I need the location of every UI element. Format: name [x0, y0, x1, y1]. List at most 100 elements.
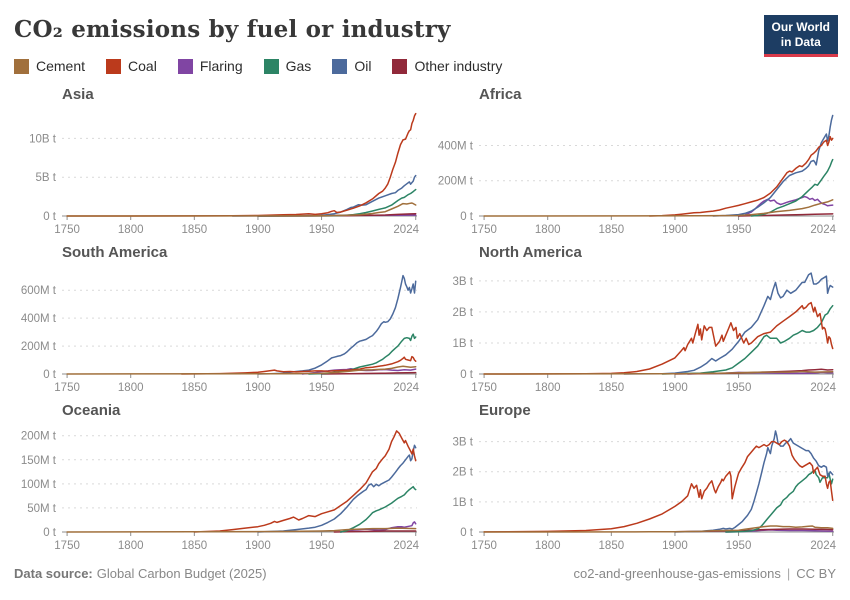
legend-label: Flaring	[199, 58, 243, 74]
legend-item-oil[interactable]: Oil	[332, 58, 371, 74]
x-tick-label: 1750	[54, 224, 80, 236]
legend-item-coal[interactable]: Coal	[106, 58, 157, 74]
x-tick-label: 2024	[810, 540, 836, 552]
chart-plot-south-america: 0 t 200M t 400M t 600M t 1750 1800 1850 1900 195…	[21, 274, 419, 394]
legend-swatch-flaring	[177, 58, 193, 74]
series-line-coal	[648, 135, 834, 217]
series-line-coal	[66, 112, 417, 217]
legend-item-cement[interactable]: Cement	[14, 58, 85, 74]
chart-region-title: North America	[479, 244, 582, 261]
x-tick-label: 1750	[471, 540, 497, 552]
chart-region-title: Europe	[479, 402, 531, 419]
y-tick-label: 150M t	[21, 455, 57, 467]
x-tick-label: 1900	[662, 382, 688, 394]
series-line-coal	[193, 430, 417, 533]
series-line-cement	[483, 525, 834, 533]
x-tick-label: 1800	[118, 540, 144, 552]
x-tick-label: 1800	[535, 382, 561, 394]
series-line-cement	[483, 199, 834, 217]
chart-region-title: South America	[62, 244, 168, 261]
x-tick-label: 1900	[245, 382, 271, 394]
x-tick-label: 2024	[393, 540, 419, 552]
logo-line-2: in Data	[780, 35, 821, 49]
series-line-oil	[623, 272, 834, 375]
x-tick-label: 1850	[182, 382, 208, 394]
series-line-oil	[257, 444, 417, 533]
legend-label: Gas	[285, 58, 312, 74]
footer: Data source: Global Carbon Budget (2025) …	[14, 566, 836, 581]
y-tick-label: 0 t	[43, 369, 57, 381]
x-tick-label: 1950	[726, 540, 752, 552]
y-tick-label: 2B t	[453, 467, 474, 479]
legend-swatch-gas	[263, 58, 279, 74]
series-line-oil	[712, 114, 834, 217]
charts-grid: Asia 0 t 5B t 10B t 1750 1800 1850 1900 1950 2024…	[14, 86, 836, 556]
y-tick-label: 0 t	[43, 527, 57, 539]
series-line-other-industry	[320, 371, 417, 375]
series-line-coal	[483, 439, 834, 533]
chart-region-title: Oceania	[62, 402, 121, 419]
chart-region-title: Africa	[479, 86, 522, 103]
chart-plot-north-america: 0 t 1B t 2B t 3B t 1750 1800 1850 1900 1950 2024	[453, 272, 836, 394]
chart-north-america: North America 0 t 1B t 2B t 3B t 1750 1800 1850…	[431, 244, 836, 398]
x-tick-label: 1850	[599, 224, 625, 236]
data-source-label: Data source:	[14, 566, 93, 581]
x-tick-label: 1950	[309, 382, 335, 394]
x-tick-label: 1850	[599, 382, 625, 394]
x-tick-label: 1900	[662, 540, 688, 552]
x-tick-label: 1850	[182, 540, 208, 552]
y-tick-label: 50M t	[27, 503, 57, 515]
series-line-gas	[725, 469, 834, 533]
x-tick-label: 1900	[662, 224, 688, 236]
legend-label: Oil	[354, 58, 372, 74]
data-source-value: Global Carbon Budget (2025)	[96, 566, 267, 581]
x-tick-label: 2024	[810, 224, 836, 236]
x-tick-label: 2024	[393, 224, 419, 236]
y-tick-label: 2B t	[453, 307, 474, 319]
y-tick-label: 400M t	[438, 140, 474, 152]
x-tick-label: 1750	[471, 224, 497, 236]
y-tick-label: 0 t	[460, 369, 474, 381]
series-line-oil	[674, 430, 834, 533]
x-tick-label: 1950	[309, 540, 335, 552]
x-tick-label: 1950	[726, 224, 752, 236]
y-tick-label: 1B t	[453, 338, 474, 350]
legend-item-flaring[interactable]: Flaring	[177, 58, 243, 74]
x-tick-label: 1950	[726, 382, 752, 394]
legend-swatch-cement	[14, 58, 29, 74]
legend-swatch-coal	[106, 58, 122, 74]
x-tick-label: 1800	[535, 224, 561, 236]
chart-region-title: Asia	[62, 86, 94, 103]
y-tick-label: 10B t	[29, 133, 57, 145]
x-tick-label: 1900	[245, 540, 271, 552]
legend-swatch-oil	[332, 58, 348, 74]
series-line-oil	[257, 274, 417, 375]
data-source: Data source: Global Carbon Budget (2025)	[14, 566, 267, 581]
legend-swatch-other-industry	[392, 58, 408, 74]
license-label: CC BY	[796, 566, 836, 581]
series-line-gas	[750, 158, 834, 217]
chart-plot-africa: 0 t 200M t 400M t 1750 1800 1850 1900 1950 2024	[438, 114, 836, 236]
footer-right: co2-and-greenhouse-gas-emissions | CC BY	[573, 566, 836, 581]
series-line-cement	[66, 365, 417, 375]
x-tick-label: 1850	[599, 540, 625, 552]
y-tick-label: 0 t	[460, 527, 474, 539]
series-line-cement	[483, 370, 834, 375]
y-tick-label: 1B t	[453, 497, 474, 509]
legend-item-gas[interactable]: Gas	[263, 58, 312, 74]
chart-plot-oceania: 0 t 50M t 100M t 150M t 200M t 1750 1800 1850 19…	[21, 430, 419, 552]
footer-separator: |	[786, 566, 791, 581]
series-line-gas	[661, 304, 834, 375]
x-tick-label: 1800	[118, 224, 144, 236]
y-tick-label: 0 t	[460, 211, 474, 223]
y-tick-label: 100M t	[21, 479, 57, 491]
legend: Cement Coal Flaring Gas Oil Other industry	[14, 58, 836, 74]
legend-item-other-industry[interactable]: Other industry	[392, 58, 502, 74]
chart-slug: co2-and-greenhouse-gas-emissions	[573, 566, 781, 581]
chart-africa: Africa 0 t 200M t 400M t 1750 1800 1850 1900 195…	[431, 86, 836, 240]
chart-plot-europe: 0 t 1B t 2B t 3B t 1750 1800 1850 1900 1950 2024	[453, 430, 836, 552]
legend-label: Coal	[128, 58, 157, 74]
owid-logo[interactable]: Our World in Data	[763, 15, 838, 57]
x-tick-label: 1750	[471, 382, 497, 394]
